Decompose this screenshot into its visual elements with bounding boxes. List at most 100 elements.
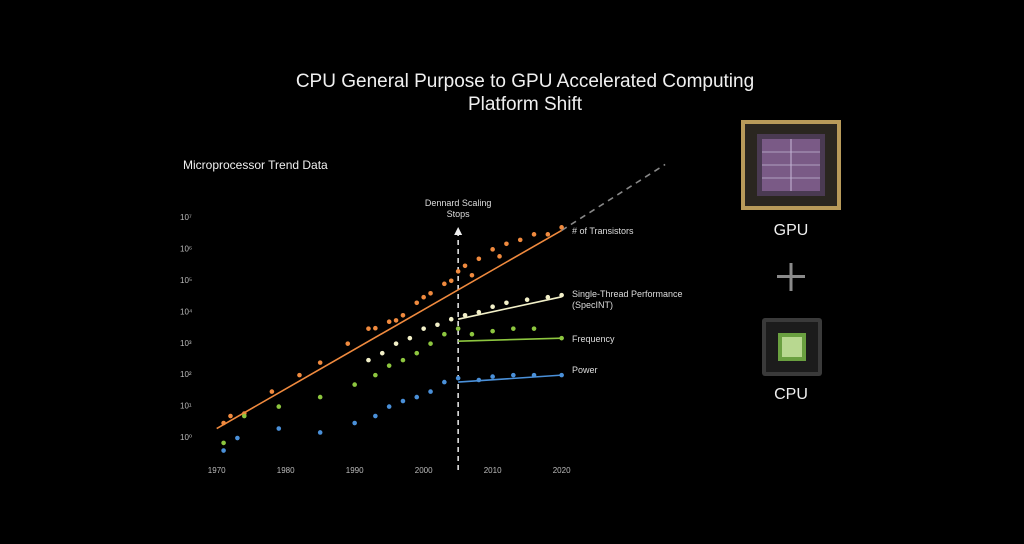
data-point [435, 322, 440, 328]
data-point [297, 372, 302, 378]
data-point [221, 448, 226, 453]
data-point [531, 326, 537, 331]
slide-title: CPU General Purpose to GPU Accelerated C… [295, 71, 755, 115]
data-point [448, 278, 454, 284]
data-point [455, 326, 461, 331]
data-point [442, 379, 447, 385]
data-point [414, 300, 420, 306]
data-point [531, 232, 537, 237]
y-tick-label: 10⁶ [180, 244, 192, 253]
series-label: Power [572, 365, 598, 376]
trend-line [216, 229, 563, 430]
data-point [366, 326, 371, 331]
data-point [490, 374, 495, 379]
plus-sign [777, 263, 805, 291]
data-point [455, 375, 461, 381]
data-point [414, 394, 420, 400]
data-point [511, 372, 516, 378]
data-point [490, 304, 495, 309]
y-tick-label: 10³ [180, 339, 192, 348]
data-point [373, 413, 378, 419]
data-point [241, 413, 247, 419]
x-tick-label: 2010 [484, 466, 502, 475]
series-label: # of Transistors [572, 226, 634, 237]
data-point [504, 241, 509, 247]
trend-line [458, 374, 562, 383]
projection-line [561, 163, 666, 232]
cpu-image [762, 318, 822, 376]
data-point [317, 430, 323, 435]
data-point [400, 312, 406, 318]
cpu-label: CPU [774, 386, 808, 403]
chart-subtitle: Microprocessor Trend Data [183, 158, 328, 172]
data-point [442, 331, 447, 337]
data-point [352, 382, 357, 387]
data-point [469, 272, 475, 278]
data-point [221, 440, 226, 446]
data-point [379, 350, 385, 356]
annotation: Dennard Scaling Stops [425, 198, 492, 219]
data-point [386, 404, 392, 409]
data-point [428, 291, 433, 296]
data-point [386, 363, 392, 368]
gpu-label: GPU [773, 222, 809, 239]
data-point [559, 225, 564, 230]
trend-line [458, 337, 562, 342]
data-point [476, 309, 482, 315]
data-point [345, 341, 351, 346]
y-tick-label: 10⁵ [180, 276, 192, 285]
data-point [269, 389, 275, 394]
data-point [373, 325, 378, 331]
data-point [428, 341, 433, 346]
trend-line [457, 296, 562, 320]
data-point [504, 300, 509, 306]
data-point [407, 335, 413, 341]
data-point [421, 294, 426, 300]
data-point [545, 232, 551, 237]
y-tick-label: 10⁴ [180, 307, 193, 316]
data-point [490, 328, 495, 334]
data-point [228, 413, 233, 419]
y-tick-label: 10² [180, 370, 192, 379]
data-point [511, 326, 516, 331]
x-tick-label: 1990 [346, 466, 364, 475]
data-point [490, 247, 495, 252]
data-point [373, 372, 378, 378]
y-tick-label: 10¹ [180, 402, 192, 411]
data-point [455, 269, 461, 274]
data-point [462, 312, 468, 318]
data-point [448, 316, 454, 322]
y-tick-label: 10⁷ [180, 213, 192, 222]
data-point [462, 263, 468, 269]
series-label: Frequency [572, 334, 615, 345]
data-point [317, 394, 323, 400]
data-point [469, 331, 475, 337]
x-tick-label: 2000 [415, 466, 433, 475]
data-point [545, 294, 551, 300]
data-point [386, 319, 392, 324]
data-point [366, 357, 371, 363]
arrow-head [454, 227, 463, 235]
x-tick-label: 1980 [277, 466, 295, 475]
y-tick-label: 10⁰ [180, 433, 192, 442]
data-point [235, 435, 240, 441]
data-point [276, 426, 282, 431]
data-point [421, 326, 426, 331]
data-point [352, 420, 357, 426]
gpu-image [741, 120, 841, 210]
data-point [393, 341, 399, 346]
data-point [442, 281, 447, 287]
data-point [497, 254, 502, 259]
data-point [317, 360, 323, 365]
series-label: Single-Thread Performance (SpecINT) [572, 288, 683, 310]
data-point [428, 389, 433, 394]
data-point [517, 237, 523, 243]
x-tick-label: 1970 [208, 466, 226, 475]
data-point [524, 297, 530, 303]
data-point [400, 398, 406, 404]
data-point [476, 256, 482, 262]
data-point [414, 350, 420, 356]
data-point [393, 318, 399, 323]
